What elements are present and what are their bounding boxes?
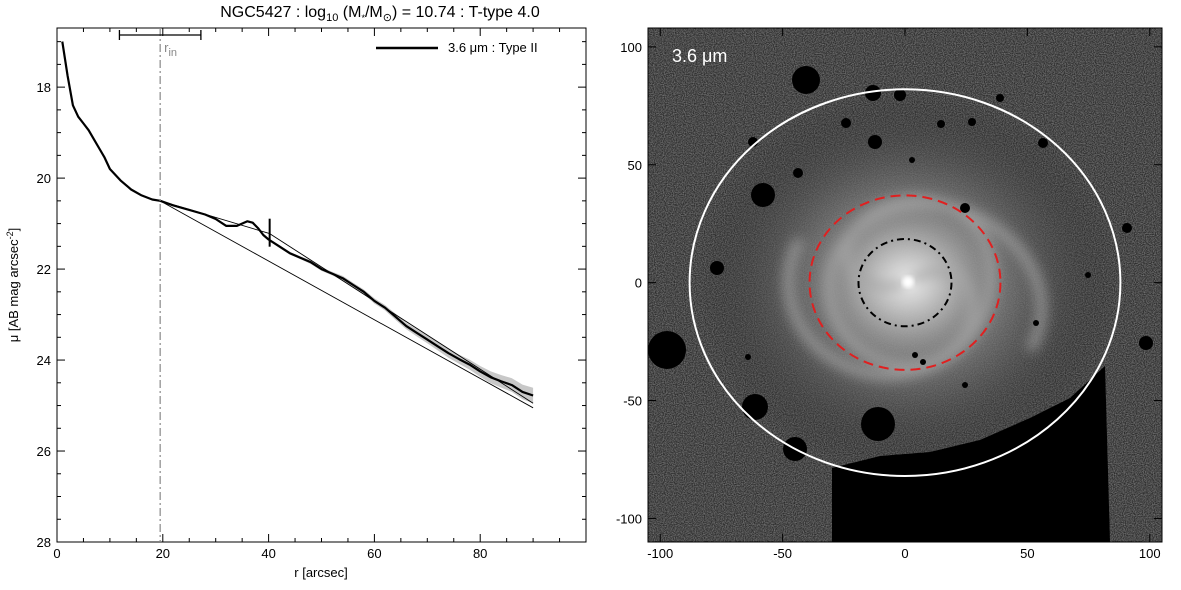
image-x-tick-label: -100 xyxy=(647,546,673,561)
x-axis-label: r [arcsec] xyxy=(294,565,347,580)
y-tick-label: 20 xyxy=(37,171,51,186)
profile-plot-frame xyxy=(56,27,587,543)
masked-region xyxy=(832,366,1110,542)
y-tick-label: 28 xyxy=(37,535,51,550)
image-band-label: 3.6 μm xyxy=(672,46,727,66)
profile-ticks: 0 20 40 60 80 18 20 22 24 26 28 xyxy=(37,28,586,561)
ellipse-break-red xyxy=(808,194,1002,371)
y-axis-label: μ [AB mag arcsec-2] xyxy=(5,228,21,343)
image-y-tick-label: 0 xyxy=(635,276,642,291)
image-x-tick-label: 100 xyxy=(1139,546,1161,561)
fit-lines xyxy=(159,200,534,409)
y-tick-label: 26 xyxy=(37,444,51,459)
y-tick-label: 18 xyxy=(37,80,51,95)
image-y-tick-label: 50 xyxy=(628,158,642,173)
x-tick-label: 60 xyxy=(367,546,381,561)
image-x-tick-label: -50 xyxy=(773,546,792,561)
image-panel: -100 -50 0 50 100 -100 -50 0 50 100 3.6 μm xyxy=(616,27,1163,561)
fit-line-3 xyxy=(159,200,534,409)
image-y-tick-label: 100 xyxy=(620,40,642,55)
x-tick-label: 80 xyxy=(473,546,487,561)
x-tick-label: 20 xyxy=(156,546,170,561)
ellipse-outer-white xyxy=(688,88,1122,477)
masked-stars xyxy=(648,66,1153,461)
fit-line-2 xyxy=(269,233,534,404)
x-tick-label: 40 xyxy=(261,546,275,561)
aperture-ellipses xyxy=(688,88,1122,477)
x-tick-label: 0 xyxy=(53,546,60,561)
profile-panel: 0 20 40 60 80 18 20 22 24 26 28 rin 3.6 μm : Type … xyxy=(5,27,587,580)
image-ticks: -100 -50 0 50 100 -100 -50 0 50 100 xyxy=(616,28,1162,561)
galaxy-image xyxy=(648,28,1162,542)
error-band xyxy=(62,41,534,404)
legend-label: 3.6 μm : Type II xyxy=(448,40,538,55)
surface-brightness-profile xyxy=(61,41,534,397)
figure-title: NGC5427 : log10 (M*/M⊙) = 10.74 : T-type… xyxy=(220,4,540,24)
y-tick-label: 24 xyxy=(37,353,51,368)
image-x-tick-label: 50 xyxy=(1020,546,1034,561)
y-tick-label: 22 xyxy=(37,262,51,277)
legend: 3.6 μm : Type II xyxy=(376,40,538,55)
image-y-tick-label: -50 xyxy=(623,394,642,409)
image-y-tick-label: -100 xyxy=(616,511,642,526)
r-in-label: rin xyxy=(164,40,177,59)
ellipse-inner-black xyxy=(857,238,953,328)
r-in-range-bar xyxy=(118,30,202,40)
image-x-tick-label: 0 xyxy=(901,546,908,561)
